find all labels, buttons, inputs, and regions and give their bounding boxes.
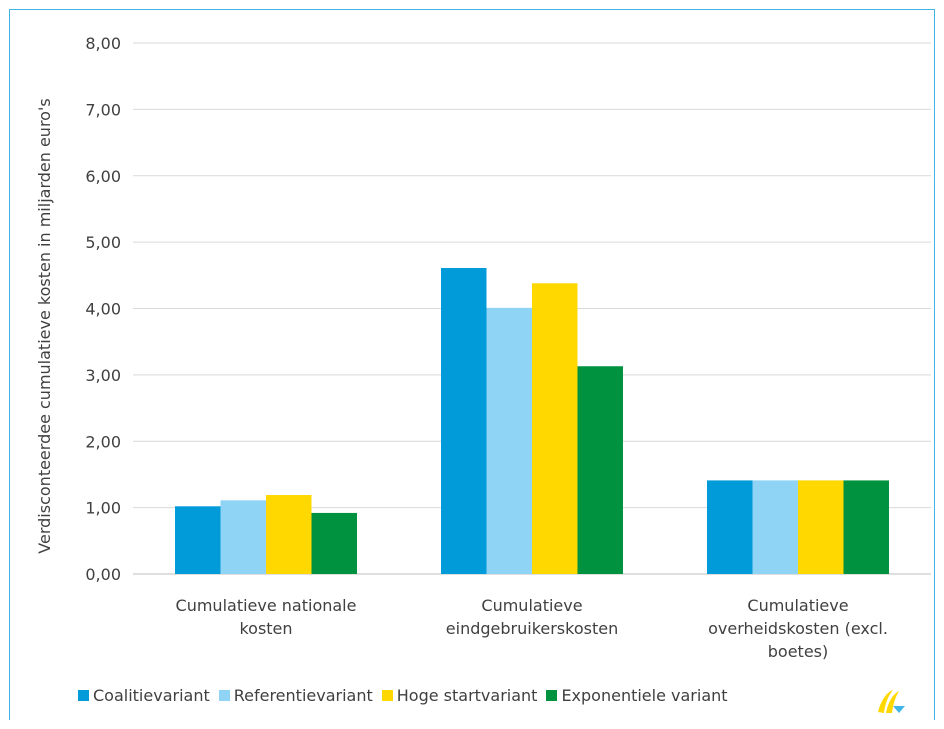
bar bbox=[311, 512, 357, 574]
legend-item: Exponentiele variant bbox=[546, 686, 728, 705]
legend-item: Referentievariant bbox=[218, 686, 373, 705]
category-label: Cumulatieve eindgebruikerskosten bbox=[446, 596, 618, 638]
bar bbox=[266, 495, 312, 574]
bar bbox=[798, 480, 844, 574]
bar bbox=[577, 366, 623, 574]
legend-label: Referentievariant bbox=[233, 686, 373, 705]
y-tick-label: 0,00 bbox=[85, 565, 121, 584]
y-axis-label: Verdisconteerdee cumulatieve kosten in m… bbox=[35, 98, 54, 553]
legend-swatch bbox=[218, 690, 230, 701]
y-tick-label: 7,00 bbox=[85, 100, 121, 119]
legend-item: Coalitievariant bbox=[78, 686, 210, 705]
legend-label: Exponentiele variant bbox=[561, 686, 728, 705]
bar bbox=[175, 506, 221, 574]
bar bbox=[752, 480, 798, 574]
y-tick-label: 2,00 bbox=[85, 432, 121, 451]
legend-swatch bbox=[78, 690, 89, 701]
bar bbox=[707, 480, 753, 574]
bar bbox=[220, 500, 266, 574]
bar bbox=[486, 307, 532, 574]
legend: Coalitievariant Referentievariant Hoge sta… bbox=[78, 686, 737, 705]
y-tick-label: 4,00 bbox=[85, 300, 121, 319]
y-tick-label: 1,00 bbox=[85, 499, 121, 518]
y-tick-label: 6,00 bbox=[85, 167, 121, 186]
legend-label: Hoge startvariant bbox=[396, 686, 538, 705]
y-tick-label: 8,00 bbox=[85, 34, 121, 53]
category-label: Cumulatieve nationale kosten bbox=[176, 596, 357, 638]
legend-label: Coalitievariant bbox=[93, 686, 210, 705]
chart-frame bbox=[9, 9, 935, 720]
legend-swatch bbox=[381, 690, 393, 701]
category-label: Cumulatieve overheidskosten (excl. boetes) bbox=[708, 596, 888, 661]
bar bbox=[441, 268, 487, 574]
y-tick-labels: 0,00 1,00 2,00 3,00 4,00 5,00 6,00 7,00 8,00 bbox=[85, 34, 121, 584]
category-labels: Cumulatieve nationale kosten Cumulatieve ei… bbox=[176, 596, 888, 661]
bar bbox=[843, 480, 889, 574]
legend-swatch bbox=[546, 690, 558, 701]
legend-item: Hoge startvariant bbox=[381, 686, 538, 705]
bars bbox=[175, 268, 889, 574]
logo-icon bbox=[878, 690, 905, 713]
bar bbox=[532, 283, 578, 574]
y-tick-label: 5,00 bbox=[85, 233, 121, 252]
y-tick-label: 3,00 bbox=[85, 366, 121, 385]
